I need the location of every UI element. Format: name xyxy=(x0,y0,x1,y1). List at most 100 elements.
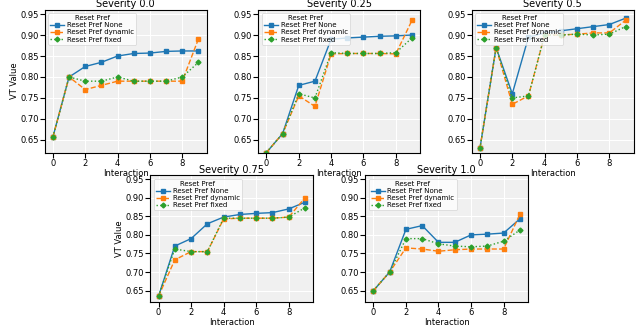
Reset Pref fixed xyxy=(392,51,399,55)
Reset Pref dynamic xyxy=(492,46,500,50)
Y-axis label: VT Value: VT Value xyxy=(115,220,124,257)
Reset Pref dynamic xyxy=(65,75,73,79)
Title: Severity 0.5: Severity 0.5 xyxy=(524,0,582,9)
Line: Reset Pref None: Reset Pref None xyxy=(51,49,200,139)
Reset Pref None xyxy=(525,35,532,39)
Legend: Reset Pref None, Reset Pref dynamic, Reset Pref fixed: Reset Pref None, Reset Pref dynamic, Res… xyxy=(154,179,242,210)
Reset Pref fixed xyxy=(236,216,244,220)
Reset Pref dynamic xyxy=(435,249,442,253)
Reset Pref None xyxy=(179,49,186,53)
Reset Pref None xyxy=(508,92,516,96)
Reset Pref None xyxy=(573,27,581,31)
Reset Pref dynamic xyxy=(188,250,195,254)
Reset Pref fixed xyxy=(516,228,524,232)
Reset Pref fixed xyxy=(483,244,491,248)
Reset Pref None xyxy=(386,270,394,274)
Reset Pref fixed xyxy=(49,135,57,139)
Line: Reset Pref dynamic: Reset Pref dynamic xyxy=(372,213,522,292)
Reset Pref dynamic xyxy=(327,52,335,56)
Reset Pref None xyxy=(344,36,351,40)
Reset Pref None xyxy=(419,224,426,228)
Reset Pref fixed xyxy=(408,36,416,40)
Reset Pref fixed xyxy=(311,96,319,100)
Reset Pref None xyxy=(236,213,244,216)
Title: Severity 0.0: Severity 0.0 xyxy=(97,0,155,9)
Reset Pref dynamic xyxy=(285,215,292,219)
Reset Pref fixed xyxy=(163,79,170,83)
Line: Reset Pref dynamic: Reset Pref dynamic xyxy=(157,196,307,298)
Reset Pref fixed xyxy=(500,239,508,243)
Reset Pref None xyxy=(49,135,57,139)
Reset Pref None xyxy=(279,132,287,135)
Reset Pref None xyxy=(500,231,508,235)
Reset Pref dynamic xyxy=(500,247,508,251)
Reset Pref None xyxy=(376,34,383,38)
Reset Pref None xyxy=(467,233,475,237)
Reset Pref None xyxy=(621,16,629,20)
Reset Pref None xyxy=(195,49,202,53)
Reset Pref fixed xyxy=(386,270,394,274)
Reset Pref fixed xyxy=(476,146,484,150)
Reset Pref dynamic xyxy=(279,132,287,135)
Reset Pref dynamic xyxy=(508,102,516,106)
X-axis label: Interaction: Interaction xyxy=(103,169,148,178)
Reset Pref dynamic xyxy=(360,51,367,55)
Title: Severity 1.0: Severity 1.0 xyxy=(417,165,476,175)
Reset Pref fixed xyxy=(621,25,629,29)
Reset Pref dynamic xyxy=(369,289,377,293)
Reset Pref None xyxy=(188,237,195,241)
Reset Pref dynamic xyxy=(81,88,89,92)
Reset Pref dynamic xyxy=(392,52,399,56)
Reset Pref fixed xyxy=(492,46,500,50)
Reset Pref dynamic xyxy=(605,31,613,35)
Reset Pref dynamic xyxy=(204,250,211,254)
Reset Pref fixed xyxy=(376,51,383,55)
Line: Reset Pref fixed: Reset Pref fixed xyxy=(372,228,522,292)
X-axis label: Interaction: Interaction xyxy=(530,169,575,178)
Reset Pref None xyxy=(114,54,122,58)
Reset Pref dynamic xyxy=(295,94,303,98)
Reset Pref fixed xyxy=(402,237,410,241)
Reset Pref None xyxy=(262,151,270,154)
X-axis label: Interaction: Interaction xyxy=(209,318,255,327)
Reset Pref dynamic xyxy=(621,18,629,22)
Reset Pref fixed xyxy=(269,216,276,220)
Reset Pref fixed xyxy=(508,96,516,100)
Reset Pref None xyxy=(311,79,319,83)
Reset Pref None xyxy=(451,240,459,244)
Reset Pref fixed xyxy=(541,33,548,37)
Reset Pref None xyxy=(130,51,138,55)
Reset Pref fixed xyxy=(285,215,292,219)
Reset Pref dynamic xyxy=(179,79,186,83)
Reset Pref dynamic xyxy=(589,31,597,35)
Line: Reset Pref dynamic: Reset Pref dynamic xyxy=(265,19,413,154)
Reset Pref dynamic xyxy=(344,51,351,55)
Y-axis label: VT Value: VT Value xyxy=(10,63,19,99)
Reset Pref dynamic xyxy=(155,294,163,298)
X-axis label: Interaction: Interaction xyxy=(424,318,470,327)
Legend: Reset Pref None, Reset Pref dynamic, Reset Pref fixed: Reset Pref None, Reset Pref dynamic, Res… xyxy=(262,13,349,45)
Reset Pref None xyxy=(163,50,170,53)
Line: Reset Pref dynamic: Reset Pref dynamic xyxy=(51,37,200,139)
Legend: Reset Pref None, Reset Pref dynamic, Reset Pref fixed: Reset Pref None, Reset Pref dynamic, Res… xyxy=(476,13,563,45)
Reset Pref None xyxy=(402,227,410,231)
Reset Pref fixed xyxy=(301,206,309,210)
Reset Pref None xyxy=(516,217,524,221)
Reset Pref fixed xyxy=(252,216,260,220)
Reset Pref fixed xyxy=(171,247,179,251)
Reset Pref None xyxy=(204,222,211,226)
Reset Pref None xyxy=(97,60,105,64)
Line: Reset Pref None: Reset Pref None xyxy=(265,33,413,154)
Reset Pref None xyxy=(146,51,154,55)
Reset Pref dynamic xyxy=(483,247,491,251)
Reset Pref dynamic xyxy=(220,217,227,221)
Reset Pref None xyxy=(327,37,335,41)
Reset Pref dynamic xyxy=(467,247,475,251)
Reset Pref fixed xyxy=(435,242,442,246)
Reset Pref dynamic xyxy=(130,79,138,83)
Line: Reset Pref fixed: Reset Pref fixed xyxy=(157,206,307,298)
Reset Pref fixed xyxy=(262,151,270,154)
Reset Pref fixed xyxy=(279,132,287,135)
Line: Reset Pref None: Reset Pref None xyxy=(157,200,307,298)
Reset Pref None xyxy=(81,65,89,69)
